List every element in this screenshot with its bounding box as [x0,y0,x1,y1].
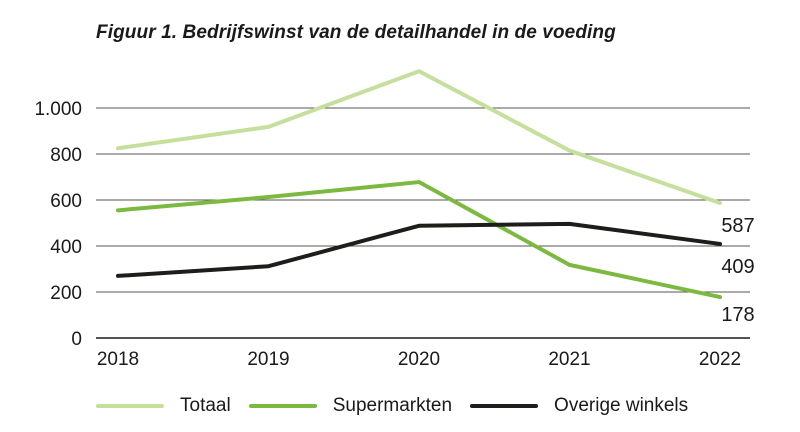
series-end-labels: 587 178 409 [721,215,754,326]
series-line-overige-winkels [116,221,722,278]
y-tick-label: 600 [50,191,82,212]
x-tick-label: 2021 [548,349,590,370]
legend-item-totaal: Totaal [96,395,231,417]
x-tick-label: 2022 [699,349,741,370]
gridlines [96,107,750,339]
legend-swatch-supermarkten [248,404,317,408]
legend-item-supermarkten: Supermarkten [248,395,453,417]
legend-label-supermarkten: Supermarkten [332,395,453,416]
end-label-totaal: 587 [721,215,754,237]
x-tick-label: 2018 [97,349,139,370]
legend-label-totaal: Totaal [180,395,231,416]
y-tick-label: 200 [50,283,82,304]
y-tick-label: 800 [50,145,82,166]
legend-label-overige-winkels: Overige winkels [554,395,689,416]
chart-title: Figuur 1. Bedrijfswinst van de detailhan… [96,22,616,43]
series-lines [116,69,722,300]
legend-item-overige-winkels: Overige winkels [470,395,688,417]
y-tick-label: 1.000 [34,99,82,120]
series-line-supermarkten [116,180,722,300]
y-tick-label: 400 [50,237,82,258]
y-tick-label: 0 [71,329,82,350]
end-label-supermarkten: 178 [721,304,754,326]
series-line-totaal [116,69,722,205]
x-tick-label: 2019 [247,349,289,370]
x-axis-ticks: 2018 2019 2020 2021 2022 [97,349,741,370]
end-label-overige-winkels: 409 [721,256,754,278]
legend-swatch-totaal [96,404,164,408]
y-axis-ticks: 0 200 400 600 800 1.000 [34,99,82,350]
legend-swatch-overige-winkels [470,404,539,408]
legend: Totaal Supermarkten Overige winkels [96,395,706,417]
x-tick-label: 2020 [398,349,440,370]
